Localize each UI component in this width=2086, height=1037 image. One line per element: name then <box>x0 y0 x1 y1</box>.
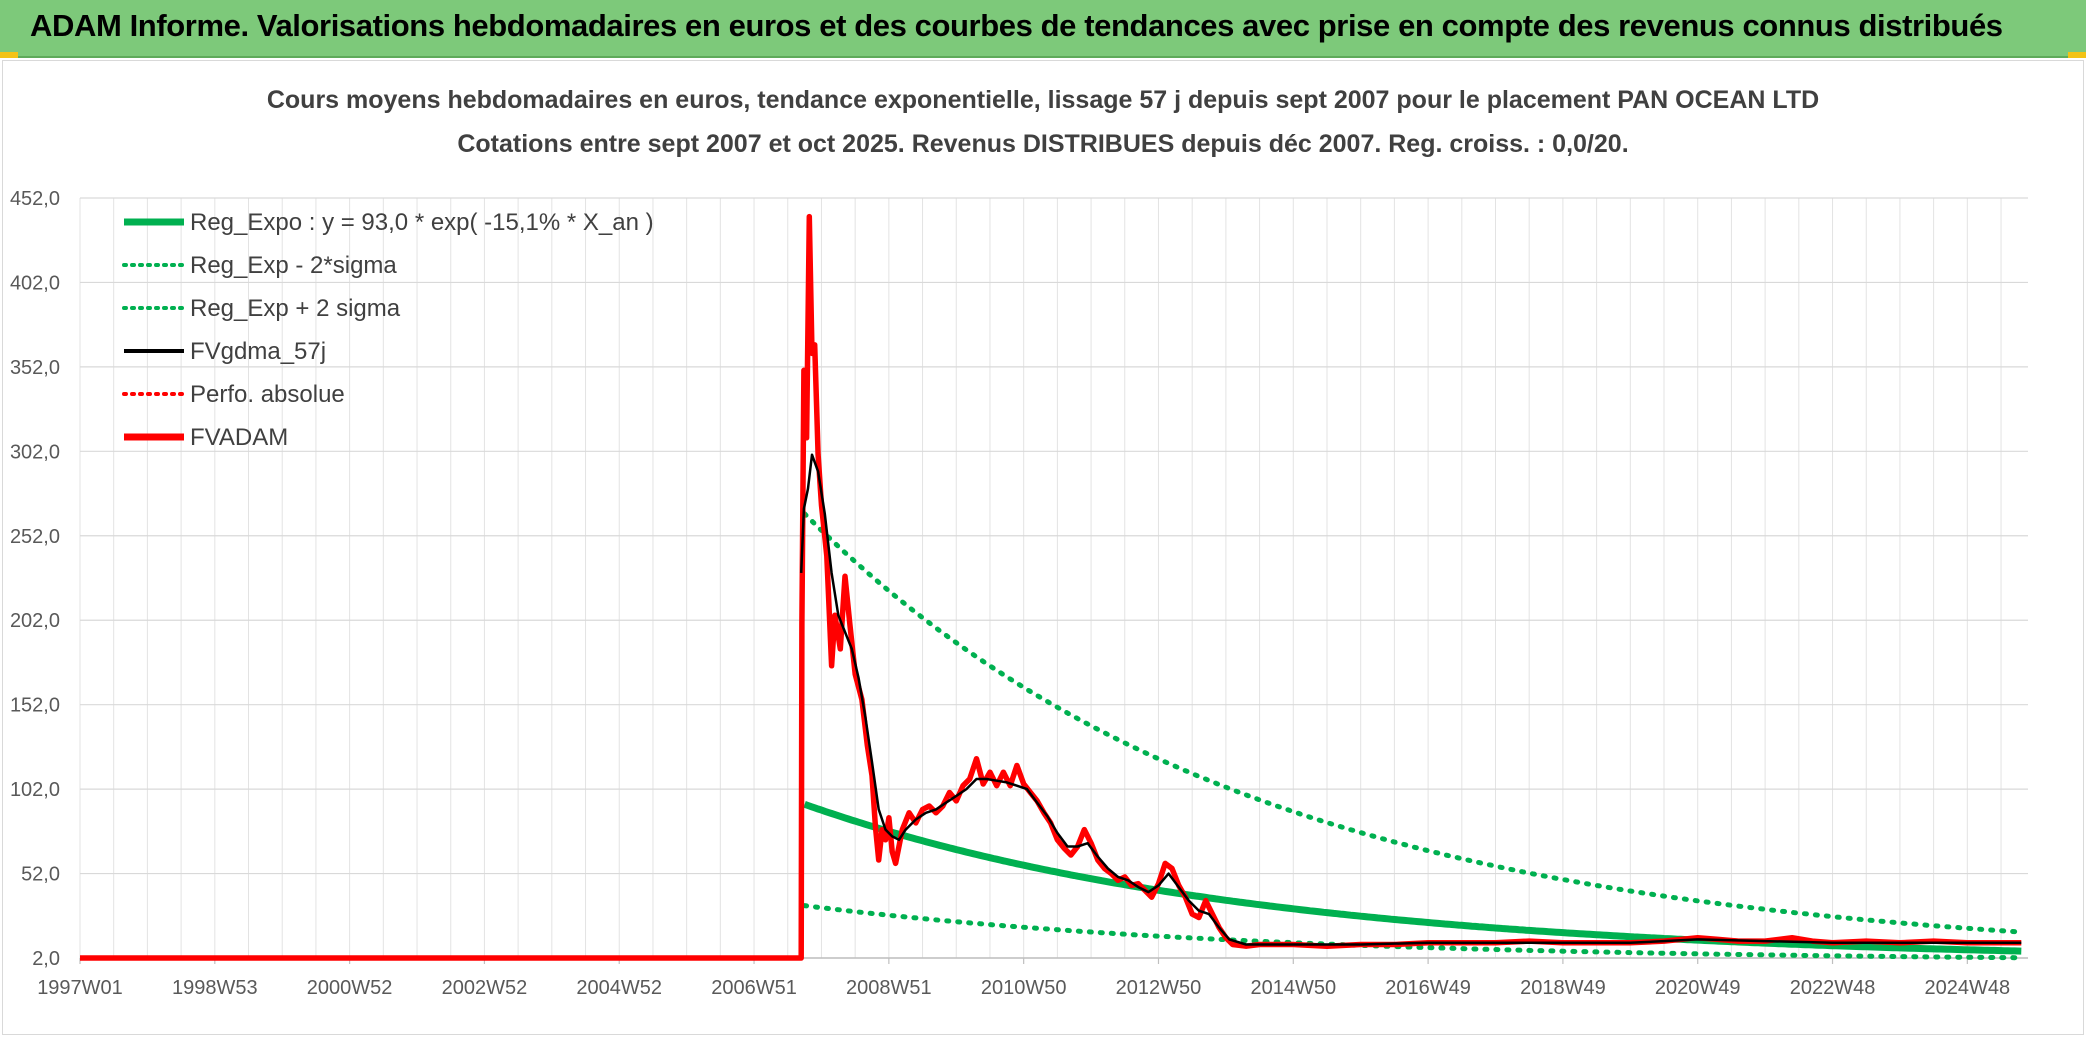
legend-label: Perfo. absolue <box>190 381 345 408</box>
x-tick-label: 2012W50 <box>1116 977 1202 999</box>
x-tick-label: 2020W49 <box>1655 977 1741 999</box>
y-tick-label: 2,0 <box>32 948 60 970</box>
y-tick-label: 302,0 <box>10 441 60 463</box>
y-tick-label: 352,0 <box>10 357 60 379</box>
series-reg-exp-minus-2sigma <box>802 903 2024 961</box>
y-tick-label: 202,0 <box>10 610 60 632</box>
legend-item: FVgdma_57j <box>124 338 326 365</box>
report-header: ADAM Informe. Valorisations hebdomadaire… <box>0 0 2086 58</box>
legend-item: Perfo. absolue <box>122 381 345 408</box>
chart-title-line1: Cours moyens hebdomadaires en euros, ten… <box>266 86 1820 114</box>
legend-item: Reg_Exp + 2 sigma <box>122 295 401 322</box>
x-tick-label: 2000W52 <box>307 977 393 999</box>
legend-item: Reg_Expo : y = 93,0 * exp( -15,1% * X_an… <box>124 209 654 236</box>
legend-label: Reg_Exp - 2*sigma <box>190 252 397 279</box>
legend-item: Reg_Exp - 2*sigma <box>122 252 397 279</box>
x-tick-label: 2016W49 <box>1385 977 1471 999</box>
y-tick-label: 402,0 <box>10 272 60 294</box>
corner-marker-right <box>2068 52 2086 58</box>
x-tick-label: 2006W51 <box>711 977 797 999</box>
chart-title-line2: Cotations entre sept 2007 et oct 2025. R… <box>457 130 1629 158</box>
x-tick-label: 2014W50 <box>1250 977 1336 999</box>
y-tick-label: 52,0 <box>21 864 60 886</box>
x-tick-label: 2018W49 <box>1520 977 1606 999</box>
x-tick-label: 2010W50 <box>981 977 1067 999</box>
series-reg-exp-plus-2sigma <box>802 511 2024 935</box>
legend-label: Reg_Expo : y = 93,0 * exp( -15,1% * X_an… <box>190 209 654 236</box>
x-tick-label: 2022W48 <box>1790 977 1876 999</box>
x-tick-label: 1997W01 <box>37 977 123 999</box>
series-fvgdma-57j <box>799 453 2022 946</box>
y-tick-label: 452,0 <box>10 188 60 210</box>
legend-label: FVADAM <box>190 424 288 451</box>
x-tick-label: 2004W52 <box>576 977 662 999</box>
legend-label: FVgdma_57j <box>190 338 326 365</box>
y-tick-label: 152,0 <box>10 695 60 717</box>
x-tick-label: 2008W51 <box>846 977 932 999</box>
y-tick-label: 102,0 <box>10 779 60 801</box>
y-tick-label: 252,0 <box>10 526 60 548</box>
corner-marker-left <box>0 52 18 58</box>
chart-frame <box>2 60 2084 1035</box>
x-tick-label: 2024W48 <box>1925 977 2011 999</box>
report-title: ADAM Informe. Valorisations hebdomadaire… <box>30 8 2003 43</box>
legend-item: FVADAM <box>124 424 288 451</box>
series-reg-expo <box>803 800 2022 955</box>
legend-label: Reg_Exp + 2 sigma <box>190 295 401 322</box>
x-tick-label: 1998W53 <box>172 977 258 999</box>
x-tick-label: 2002W52 <box>442 977 528 999</box>
series-fvadam <box>80 213 2022 961</box>
